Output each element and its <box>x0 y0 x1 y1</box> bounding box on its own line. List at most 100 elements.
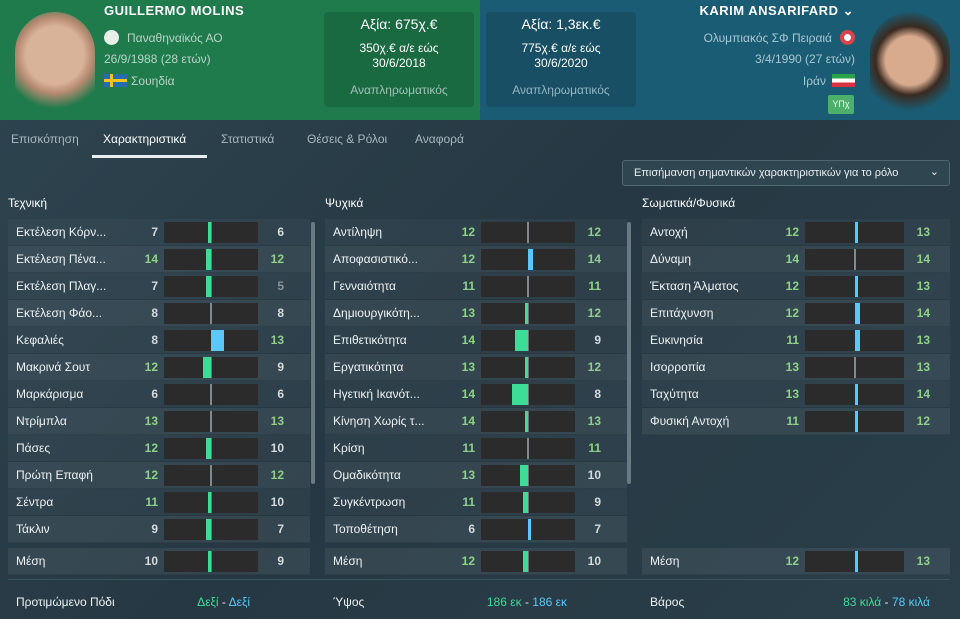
attribute-label: Ισορροπία <box>650 360 706 374</box>
attribute-label: Εκτέλεση Κόρν... <box>16 225 107 239</box>
left-player-value: 9 <box>151 522 158 536</box>
comparison-bar <box>205 249 211 270</box>
club-crest-icon <box>104 30 119 45</box>
average-row: Μέση 10 9 <box>8 548 310 575</box>
tab-report[interactable]: Αναφορά <box>415 132 464 146</box>
right-player-value: 9 <box>594 333 601 347</box>
attribute-row: Γενναιότητα 11 11 <box>325 273 627 300</box>
right-player-value: 13 <box>916 225 930 239</box>
right-squad-status: Αναπληρωματικός <box>512 83 610 97</box>
right-player-value: 14 <box>916 387 930 401</box>
average-row-container: Μέση 12 13 <box>642 548 950 575</box>
right-player-value: 5 <box>277 279 284 293</box>
left-player-value: 12 <box>785 306 799 320</box>
comparison-bar <box>854 330 860 351</box>
comparison-bar <box>854 222 858 243</box>
comparison-bar-track <box>164 357 258 378</box>
highlight-role-attributes-dropdown[interactable]: Επισήμανση σημαντικών χαρακτηριστικών γι… <box>622 160 950 186</box>
chevron-down-icon[interactable]: ⌄ <box>842 3 854 18</box>
left-player-value: 12 <box>785 225 799 239</box>
tab-attributes[interactable]: Χαρακτηριστικά <box>103 132 187 146</box>
left-info-value: Δεξί <box>197 595 219 609</box>
right-player-value: 7 <box>594 522 601 536</box>
chevron-down-icon: ⌄ <box>929 166 939 178</box>
right-contract-box: Αξία: 1,3εκ.€ 775χ.€ α/ε εώς 30/6/2020 Α… <box>486 12 636 107</box>
comparison-bar <box>210 411 212 432</box>
scrollbar[interactable] <box>627 222 631 484</box>
comparison-bar-track <box>164 303 258 324</box>
comparison-center-line <box>528 384 529 405</box>
attribute-label: Επιθετικότητα <box>333 333 407 347</box>
comparison-bar <box>525 303 528 324</box>
left-player-value: 14 <box>461 333 475 347</box>
right-info-value: 186 εκ <box>532 595 567 609</box>
tab-positions-roles[interactable]: Θέσεις & Ρόλοι <box>307 132 388 146</box>
comparison-center-line <box>211 249 212 270</box>
left-contract-box: Αξία: 675χ.€ 350χ.€ α/ε εώς 30/6/2018 Αν… <box>324 12 474 107</box>
comparison-center-line <box>211 357 212 378</box>
info-separator: - <box>884 595 889 609</box>
comparison-center-line <box>528 551 529 572</box>
attribute-row: Πρώτη Επαφή 12 12 <box>8 462 310 489</box>
right-player-value: 12 <box>916 414 930 428</box>
average-row-container: Μέση 10 9 <box>8 548 310 575</box>
left-player-value: 11 <box>145 495 158 509</box>
attribute-row: Εκτέλεση Κόρν... 7 6 <box>8 219 310 246</box>
left-player-value: 14 <box>144 252 158 266</box>
comparison-bar <box>853 249 856 270</box>
comparison-bar-track <box>805 249 904 270</box>
right-player-value: 8 <box>594 387 601 401</box>
comparison-bar-track <box>164 276 258 297</box>
attribute-label: Εκτέλεση Φάο... <box>16 306 103 320</box>
attribute-row: Πάσες 12 10 <box>8 435 310 462</box>
comparison-bar-track <box>164 551 258 572</box>
attribute-row: Σέντρα 11 10 <box>8 489 310 516</box>
role-badge: ΥΠχ <box>828 95 854 114</box>
attribute-row: Μακρινά Σουτ 12 9 <box>8 354 310 381</box>
right-value: Αξία: 1,3εκ.€ <box>521 16 601 32</box>
left-player-name[interactable]: GUILLERMO MOLINS <box>104 3 245 18</box>
left-player-value: 12 <box>144 441 158 455</box>
left-player-nation: Σουηδία <box>104 74 175 88</box>
scrollbar[interactable] <box>311 222 315 484</box>
right-player-value: 14 <box>587 252 601 266</box>
right-player-value: 12 <box>587 360 601 374</box>
left-value: Αξία: 675χ.€ <box>360 16 438 32</box>
comparison-bar-track <box>164 465 258 486</box>
left-player-value: 12 <box>785 279 799 293</box>
attribute-row: Εκτέλεση Πλαγ... 7 5 <box>8 273 310 300</box>
comparison-bar-track <box>481 249 575 270</box>
left-player-value: 11 <box>786 414 799 428</box>
comparison-bar-track <box>481 222 575 243</box>
right-player-name[interactable]: KARIM ANSARIFARD ⌄ <box>700 3 855 19</box>
comparison-bar <box>210 465 212 486</box>
comparison-bar-track <box>481 384 575 405</box>
tab-stats[interactable]: Στατιστικά <box>221 132 275 146</box>
attribute-label: Φυσική Αντοχή <box>650 414 730 428</box>
comparison-center-line <box>528 411 529 432</box>
tab-overview[interactable]: Επισκόπηση <box>11 132 79 146</box>
dropdown-label: Επισήμανση σημαντικών χαρακτηριστικών γι… <box>634 167 899 179</box>
comparison-bar-track <box>481 519 575 540</box>
right-player-value: 11 <box>588 441 601 455</box>
right-player-value: 12 <box>587 306 601 320</box>
left-player-value: 8 <box>151 306 158 320</box>
left-player-value: 12 <box>144 468 158 482</box>
comparison-bar-track <box>805 330 904 351</box>
info-values: Δεξί - Δεξί <box>197 595 250 609</box>
attribute-row: Τοποθέτηση 6 7 <box>325 516 627 543</box>
right-player-value: 10 <box>270 441 284 455</box>
right-player-club[interactable]: Ολυμπιακός ΣΦ Πειραιά <box>704 30 855 45</box>
attribute-label: Συγκέντρωση <box>333 495 406 509</box>
left-player-club[interactable]: Παναθηναϊκός ΑΟ <box>104 30 223 45</box>
left-player-value: 6 <box>468 522 475 536</box>
comparison-bar-track <box>805 357 904 378</box>
comparison-bar-track <box>805 303 904 324</box>
attribute-row: Ηγετική Ικανότ... 14 8 <box>325 381 627 408</box>
comparison-bar <box>520 465 528 486</box>
left-player-photo <box>15 12 95 120</box>
info-label: Βάρος <box>650 595 685 609</box>
left-player-value: 12 <box>461 252 475 266</box>
attribute-row: Μαρκάρισμα 6 6 <box>8 381 310 408</box>
attribute-label: Μέση <box>16 554 46 568</box>
